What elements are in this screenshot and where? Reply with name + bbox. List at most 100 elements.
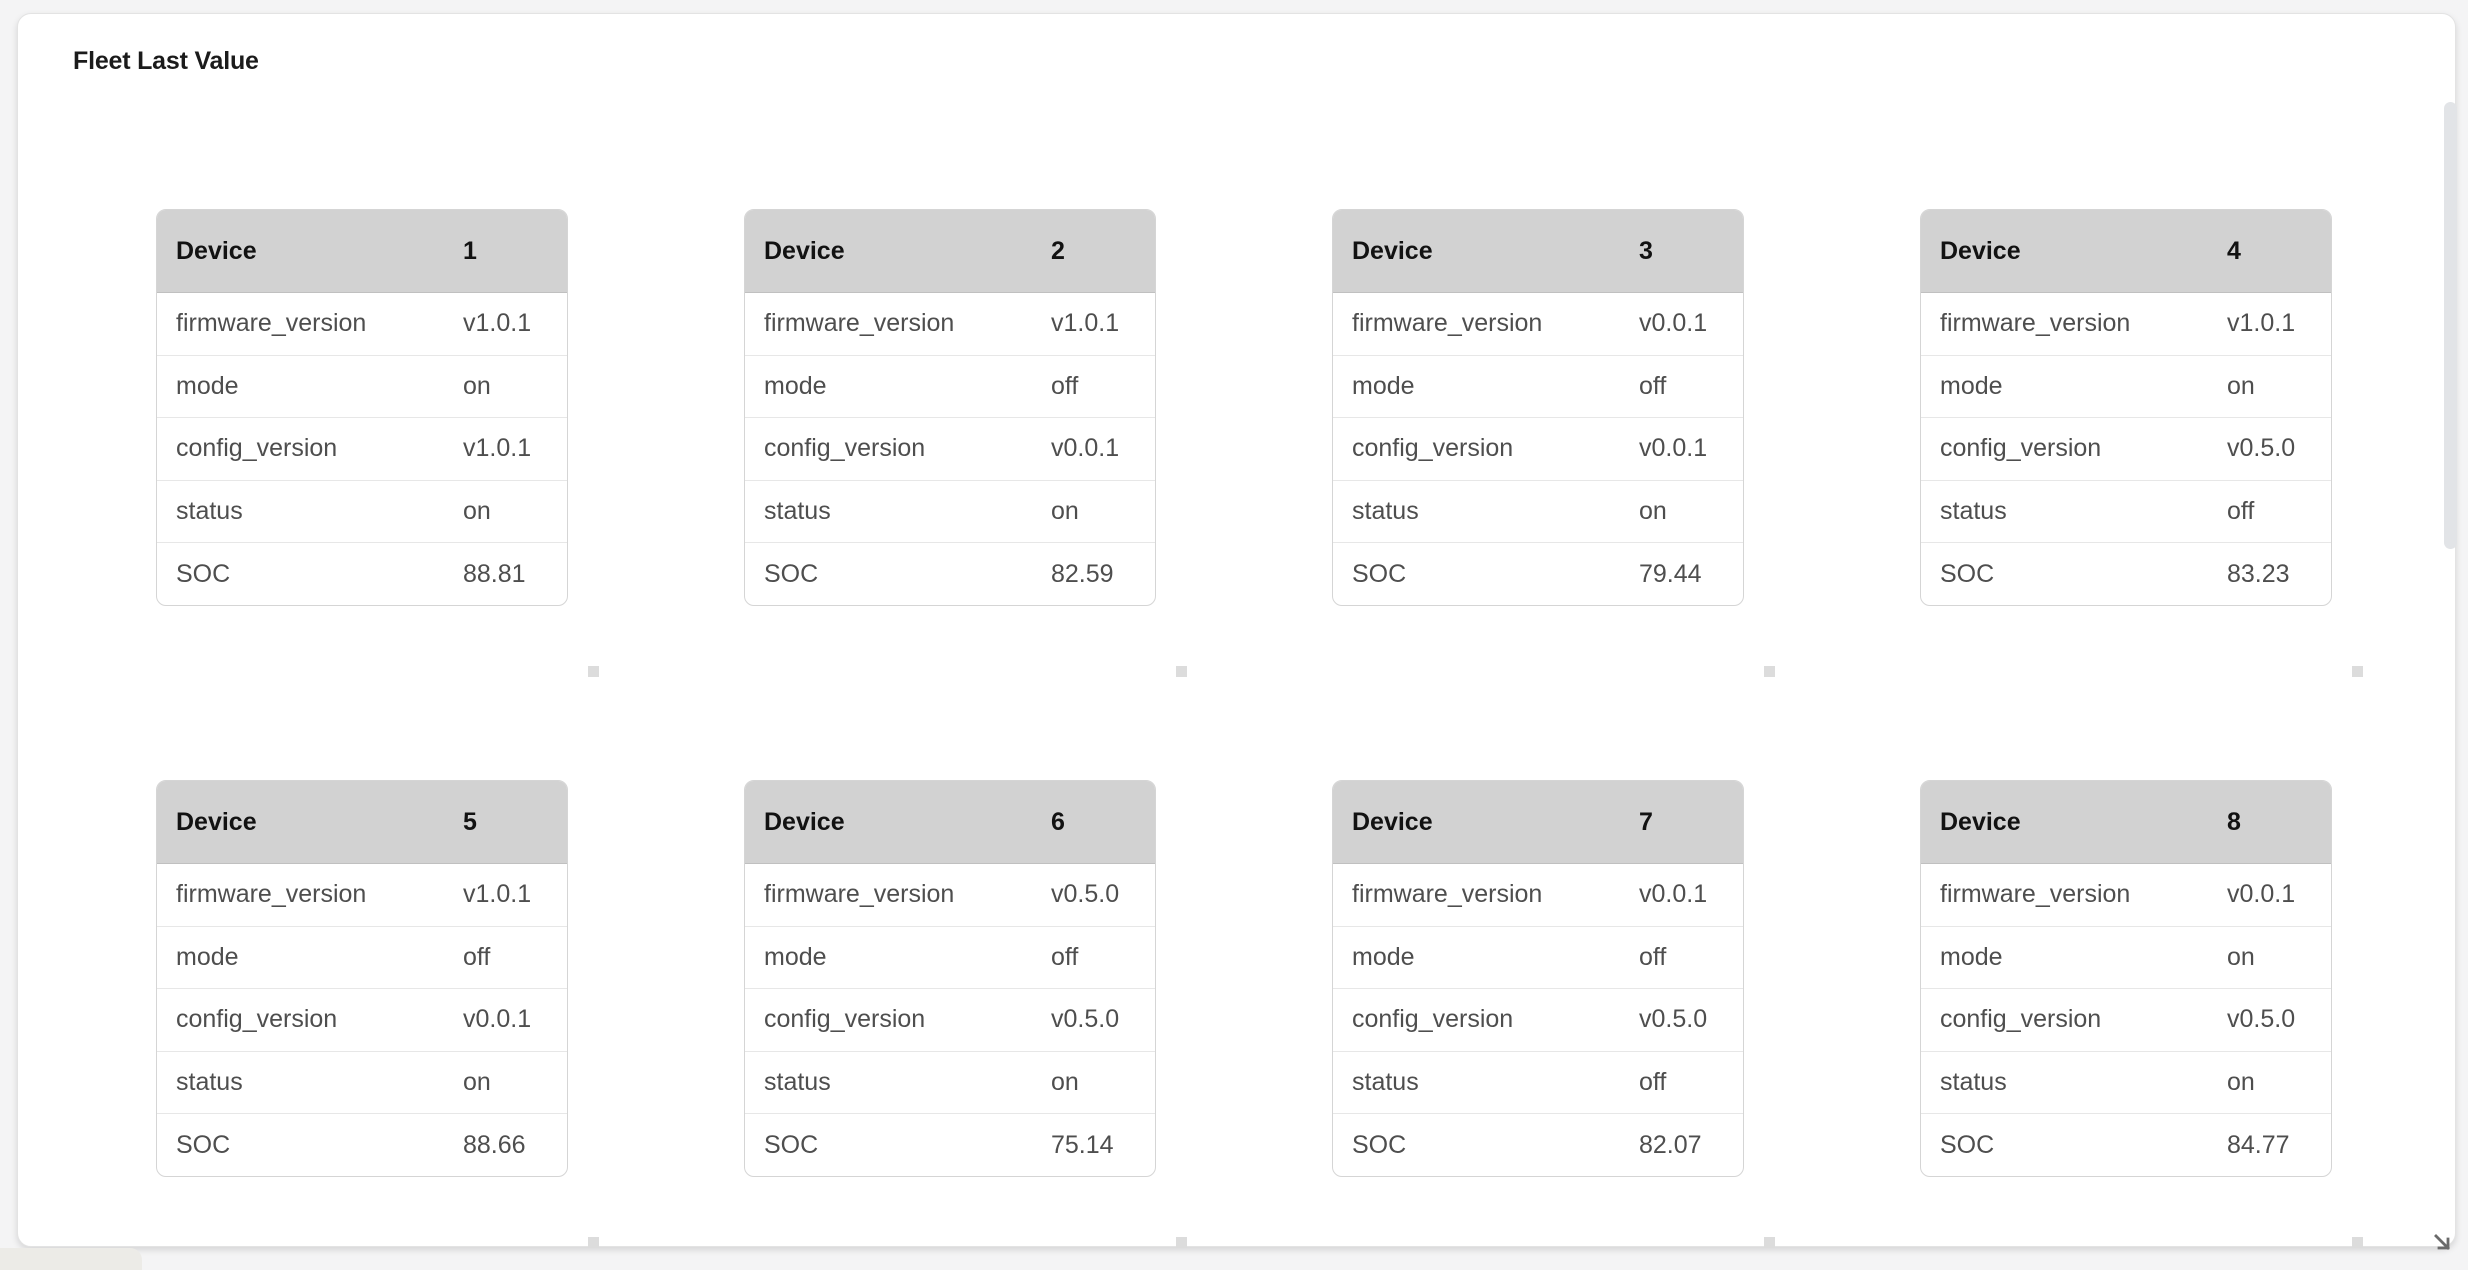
device-table-body: firmware_version v0.5.0 mode off config_…: [745, 864, 1155, 1176]
row-value: on: [2227, 942, 2255, 971]
table-row: firmware_version v0.0.1: [1333, 293, 1743, 355]
device-table-1: Device 1 firmware_version v1.0.1 mode on…: [156, 209, 568, 606]
row-value: off: [1639, 942, 1667, 971]
device-table-header-label: Device: [1940, 236, 2021, 265]
row-key: status: [764, 1068, 831, 1097]
device-table-header: Device 4: [1921, 210, 2331, 293]
table-row: SOC 84.77: [1921, 1113, 2331, 1176]
row-key: status: [1352, 497, 1419, 526]
table-row: status off: [1333, 1050, 1743, 1114]
device-table-body: firmware_version v0.0.1 mode off config_…: [1333, 864, 1743, 1176]
device-table-body: firmware_version v1.0.1 mode off config_…: [157, 864, 567, 1176]
row-key: config_version: [764, 1005, 926, 1034]
device-table-body: firmware_version v0.0.1 mode on config_v…: [1921, 864, 2331, 1176]
row-value: 83.23: [2227, 559, 2290, 588]
device-table-header-label: Device: [764, 807, 845, 836]
row-key: SOC: [764, 1130, 819, 1159]
vertical-scrollbar-thumb[interactable]: [2444, 102, 2457, 549]
row-value: 88.66: [463, 1130, 526, 1159]
row-value: 75.14: [1051, 1130, 1114, 1159]
resize-handle-icon[interactable]: [2352, 666, 2363, 677]
row-key: SOC: [764, 559, 819, 588]
row-value: on: [1051, 497, 1079, 526]
row-key: status: [1940, 1068, 2007, 1097]
row-key: config_version: [1940, 434, 2102, 463]
resize-handle-icon[interactable]: [588, 1237, 599, 1248]
row-key: SOC: [176, 1130, 231, 1159]
row-key: status: [176, 497, 243, 526]
resize-handle-icon[interactable]: [1764, 1237, 1775, 1248]
row-value: v0.0.1: [1639, 880, 1708, 909]
table-row: config_version v0.0.1: [157, 988, 567, 1051]
table-row: status on: [745, 1050, 1155, 1114]
table-row: SOC 88.66: [157, 1113, 567, 1176]
row-value: v0.5.0: [1051, 880, 1120, 909]
resize-handle-icon[interactable]: [1764, 666, 1775, 677]
table-row: SOC 83.23: [1921, 542, 2331, 605]
row-value: on: [1639, 497, 1667, 526]
row-key: config_version: [1352, 1005, 1514, 1034]
table-row: mode off: [745, 925, 1155, 989]
device-table-body: firmware_version v1.0.1 mode on config_v…: [157, 293, 567, 605]
panel-resize-corner-icon[interactable]: [2428, 1228, 2454, 1254]
device-number: 6: [1051, 807, 1065, 836]
resize-handle-icon[interactable]: [1176, 666, 1187, 677]
table-row: status on: [157, 479, 567, 543]
table-row: firmware_version v0.5.0: [745, 864, 1155, 926]
device-number: 4: [2227, 236, 2241, 265]
row-key: firmware_version: [176, 309, 367, 338]
table-row: firmware_version v1.0.1: [745, 293, 1155, 355]
device-number: 8: [2227, 807, 2241, 836]
row-value: v0.0.1: [463, 1005, 532, 1034]
table-row: firmware_version v1.0.1: [1921, 293, 2331, 355]
resize-handle-icon[interactable]: [588, 666, 599, 677]
device-number: 2: [1051, 236, 1065, 265]
row-value: v1.0.1: [1051, 309, 1120, 338]
row-key: firmware_version: [1352, 309, 1543, 338]
device-table-header-label: Device: [1940, 807, 2021, 836]
row-value: v0.0.1: [2227, 880, 2296, 909]
device-table-header-label: Device: [176, 807, 257, 836]
row-value: v0.0.1: [1639, 309, 1708, 338]
row-key: config_version: [176, 434, 338, 463]
row-value: off: [1051, 371, 1079, 400]
row-value: on: [2227, 1068, 2255, 1097]
device-number: 3: [1639, 236, 1653, 265]
row-key: firmware_version: [1940, 309, 2131, 338]
device-table-header: Device 2: [745, 210, 1155, 293]
row-key: firmware_version: [176, 880, 367, 909]
row-value: off: [1639, 1068, 1667, 1097]
table-row: config_version v1.0.1: [157, 417, 567, 480]
next-panel-peek: [0, 1248, 142, 1270]
table-row: status on: [1333, 479, 1743, 543]
row-key: mode: [1352, 371, 1415, 400]
table-row: status off: [1921, 479, 2331, 543]
row-value: on: [2227, 371, 2255, 400]
resize-handle-icon[interactable]: [1176, 1237, 1187, 1248]
resize-handle-icon[interactable]: [2352, 1237, 2363, 1248]
table-row: SOC 75.14: [745, 1113, 1155, 1176]
row-key: firmware_version: [1352, 880, 1543, 909]
row-value: on: [463, 497, 491, 526]
row-key: mode: [1940, 942, 2003, 971]
table-row: config_version v0.0.1: [1333, 417, 1743, 480]
row-key: config_version: [1352, 434, 1514, 463]
device-table-header-label: Device: [1352, 807, 1433, 836]
row-value: on: [463, 371, 491, 400]
row-value: 88.81: [463, 559, 526, 588]
row-value: v0.5.0: [1639, 1005, 1708, 1034]
row-key: status: [764, 497, 831, 526]
device-table-header: Device 7: [1333, 781, 1743, 864]
device-number: 1: [463, 236, 477, 265]
device-table-body: firmware_version v1.0.1 mode on config_v…: [1921, 293, 2331, 605]
device-number: 7: [1639, 807, 1653, 836]
table-row: firmware_version v1.0.1: [157, 864, 567, 926]
row-value: on: [1051, 1068, 1079, 1097]
device-table-6: Device 6 firmware_version v0.5.0 mode of…: [744, 780, 1156, 1177]
table-row: firmware_version v0.0.1: [1333, 864, 1743, 926]
row-value: v0.5.0: [2227, 1005, 2296, 1034]
row-key: status: [176, 1068, 243, 1097]
device-table-5: Device 5 firmware_version v1.0.1 mode of…: [156, 780, 568, 1177]
row-value: v1.0.1: [2227, 309, 2296, 338]
table-row: SOC 82.59: [745, 542, 1155, 605]
